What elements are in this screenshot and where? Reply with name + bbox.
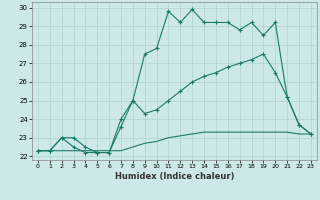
X-axis label: Humidex (Indice chaleur): Humidex (Indice chaleur) bbox=[115, 172, 234, 181]
